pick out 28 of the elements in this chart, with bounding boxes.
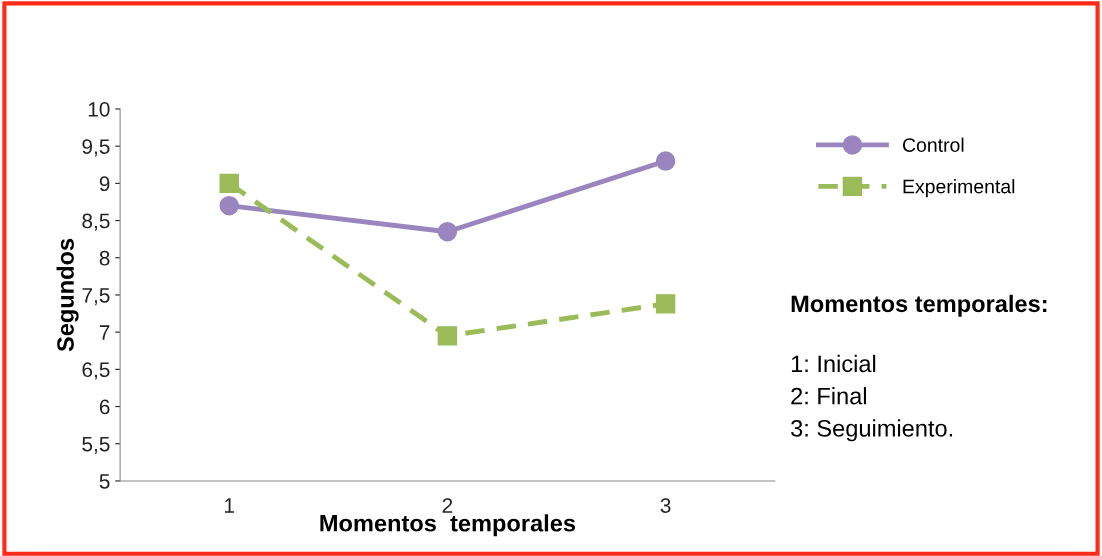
point bbox=[219, 195, 239, 216]
point bbox=[437, 326, 458, 346]
text: 1: Inicial bbox=[791, 354, 876, 373]
point bbox=[437, 222, 458, 242]
y-tick-label: 9,5 bbox=[82, 139, 110, 157]
y-tick-label: 8,5 bbox=[82, 213, 110, 231]
text: 2: Final bbox=[791, 387, 866, 405]
x-tick-label: 3 bbox=[660, 498, 671, 513]
y-tick-label: 7,5 bbox=[82, 288, 110, 306]
y-tick-label: 6 bbox=[99, 399, 110, 415]
legend-label: Control bbox=[902, 137, 964, 152]
y-tick-label: 9 bbox=[99, 176, 110, 192]
y-tick-label: 10 bbox=[88, 101, 110, 117]
point bbox=[655, 294, 676, 314]
point bbox=[219, 173, 239, 194]
legend-label: Experimental bbox=[903, 179, 1015, 198]
y-tick-label: 7 bbox=[99, 325, 110, 340]
text: 3: Seguimiento. bbox=[791, 419, 953, 442]
text: Momentos temporales: bbox=[791, 294, 1047, 317]
y-tick-label: 5,5 bbox=[82, 436, 110, 454]
x-tick-label: 2 bbox=[442, 498, 453, 513]
x-axis-title: Momentos temporales bbox=[320, 514, 576, 537]
y-tick-label: 5 bbox=[99, 474, 110, 489]
point bbox=[655, 151, 676, 171]
y-tick-label: 8 bbox=[99, 250, 110, 266]
y-axis-title: Segundos bbox=[56, 238, 79, 352]
x-tick-label: 1 bbox=[225, 498, 234, 513]
y-tick-label: 6,5 bbox=[82, 362, 110, 380]
